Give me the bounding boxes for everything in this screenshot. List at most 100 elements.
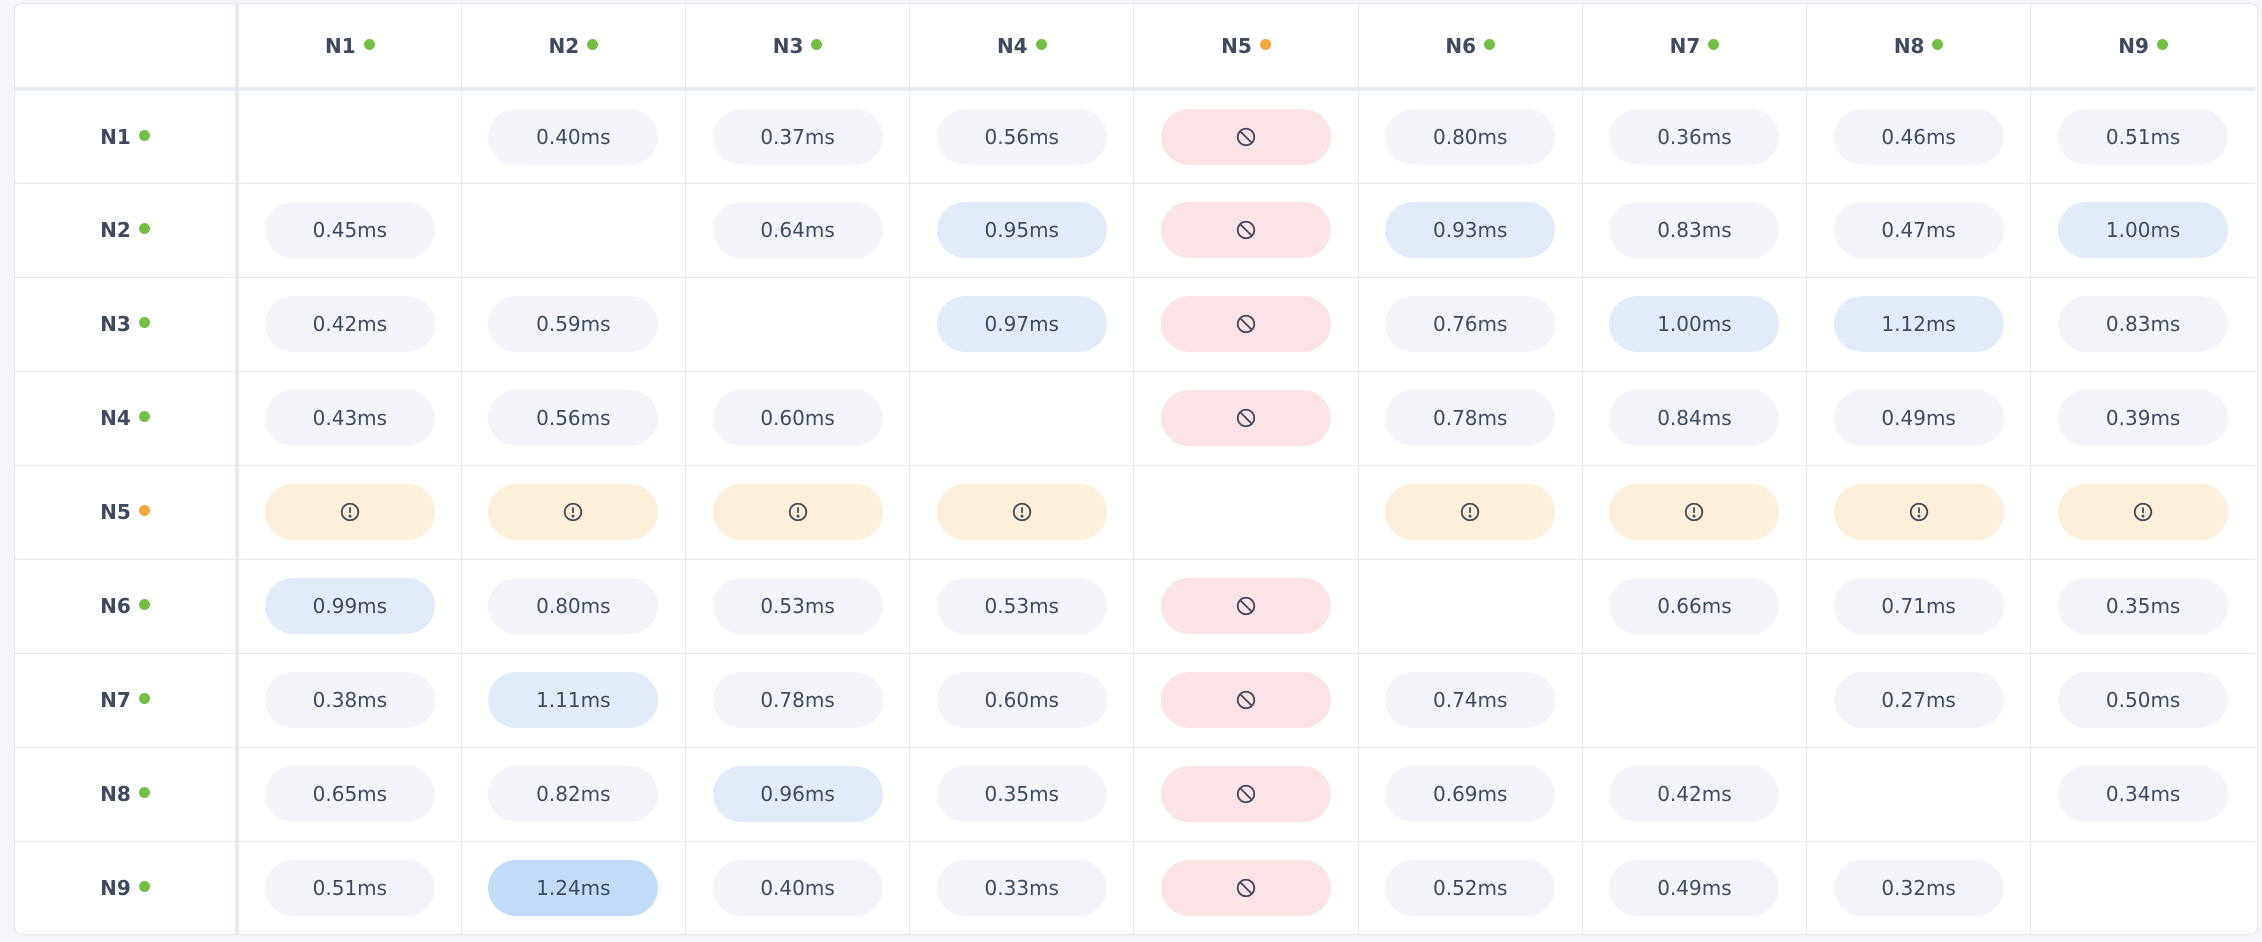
latency-pill[interactable]: 0.78ms [712, 672, 883, 728]
latency-pill[interactable]: 0.33ms [936, 860, 1107, 916]
latency-pill[interactable]: 0.53ms [936, 578, 1107, 634]
latency-pill[interactable]: 0.95ms [936, 202, 1107, 258]
corner-cell [15, 4, 239, 91]
latency-pill[interactable]: 0.53ms [712, 578, 883, 634]
warning-pill[interactable] [264, 484, 435, 540]
row-header-n6: N6 [15, 558, 239, 654]
blocked-pill[interactable] [1160, 766, 1331, 822]
latency-pill[interactable]: 0.43ms [264, 390, 435, 446]
alert-circle-icon [1011, 501, 1033, 523]
row-header-label: N3 [100, 312, 131, 336]
latency-pill[interactable]: 0.45ms [264, 202, 435, 258]
status-dot-icon [1708, 38, 1720, 50]
latency-pill[interactable]: 0.59ms [488, 296, 659, 352]
latency-pill[interactable]: 0.82ms [488, 766, 659, 822]
latency-pill[interactable]: 1.11ms [488, 672, 659, 728]
blocked-pill[interactable] [1160, 578, 1331, 634]
latency-cell: 0.56ms [909, 88, 1135, 184]
blocked-pill[interactable] [1160, 296, 1331, 352]
latency-pill[interactable]: 0.46ms [1833, 108, 2004, 165]
latency-pill[interactable]: 0.49ms [1609, 860, 1780, 916]
latency-cell: 0.84ms [1581, 370, 1808, 466]
latency-pill[interactable]: 0.42ms [264, 296, 435, 352]
latency-pill[interactable]: 0.47ms [1833, 202, 2004, 258]
latency-pill[interactable]: 0.71ms [1833, 578, 2004, 634]
alert-circle-icon [562, 501, 584, 523]
latency-pill[interactable]: 0.64ms [712, 202, 883, 258]
blocked-pill[interactable] [1160, 390, 1331, 446]
latency-pill[interactable]: 0.49ms [1833, 390, 2004, 446]
table-row: N1 0.40ms 0.37ms 0.56ms 0.80ms 0.36ms 0.46ms 0.… [15, 88, 2255, 184]
latency-pill[interactable]: 0.80ms [1385, 108, 1556, 165]
blocked-pill[interactable] [1160, 202, 1331, 258]
latency-pill[interactable]: 0.56ms [488, 390, 659, 446]
latency-pill[interactable]: 0.39ms [2058, 390, 2229, 446]
warning-pill[interactable] [712, 484, 883, 540]
latency-pill[interactable]: 0.56ms [936, 108, 1107, 165]
blocked-pill[interactable] [1160, 108, 1331, 165]
latency-pill[interactable]: 0.32ms [1833, 860, 2004, 916]
latency-pill[interactable]: 0.83ms [2058, 296, 2229, 352]
latency-pill[interactable]: 0.35ms [936, 766, 1107, 822]
latency-pill[interactable]: 0.80ms [488, 578, 659, 634]
latency-pill[interactable]: 0.65ms [264, 766, 435, 822]
latency-pill[interactable]: 0.38ms [264, 672, 435, 728]
blocked-pill[interactable] [1160, 860, 1331, 916]
table-row: N4 0.43ms 0.56ms 0.60ms 0.78ms 0.84ms 0.49ms 0.… [15, 370, 2255, 466]
latency-pill[interactable]: 0.50ms [2058, 672, 2229, 728]
latency-pill[interactable]: 0.93ms [1385, 202, 1556, 258]
latency-pill[interactable]: 0.40ms [712, 860, 883, 916]
row-header-label: N4 [100, 406, 131, 430]
latency-pill[interactable]: 0.76ms [1385, 296, 1556, 352]
column-header-n6: N6 [1357, 4, 1583, 91]
warning-pill[interactable] [2058, 484, 2229, 540]
latency-cell [1133, 276, 1359, 372]
latency-pill[interactable]: 0.66ms [1609, 578, 1780, 634]
latency-pill[interactable]: 0.51ms [2058, 108, 2229, 165]
latency-cell: 0.82ms [460, 746, 686, 842]
latency-cell [1133, 746, 1359, 842]
latency-pill[interactable]: 0.97ms [936, 296, 1107, 352]
latency-cell: 0.32ms [1806, 840, 2032, 934]
table-row: N2 0.45ms 0.64ms 0.95ms 0.93ms 0.83ms 0.47ms 1.… [15, 182, 2255, 278]
latency-pill[interactable]: 0.83ms [1609, 202, 1780, 258]
latency-cell: 0.45ms [236, 182, 462, 278]
latency-pill[interactable]: 0.27ms [1833, 672, 2004, 728]
self-cell [2030, 840, 2255, 934]
latency-cell [909, 464, 1135, 560]
latency-pill[interactable]: 0.40ms [488, 108, 659, 165]
latency-pill[interactable]: 1.12ms [1833, 296, 2004, 352]
warning-pill[interactable] [1609, 484, 1780, 540]
latency-pill[interactable]: 0.69ms [1385, 766, 1556, 822]
latency-pill[interactable]: 0.78ms [1385, 390, 1556, 446]
warning-pill[interactable] [488, 484, 659, 540]
ban-icon [1235, 877, 1257, 899]
latency-pill[interactable]: 0.36ms [1609, 108, 1780, 165]
latency-pill[interactable]: 0.96ms [712, 766, 883, 822]
blocked-pill[interactable] [1160, 672, 1331, 728]
latency-pill[interactable]: 0.99ms [264, 578, 435, 634]
column-header-label: N7 [1669, 33, 1701, 58]
latency-pill[interactable]: 0.74ms [1385, 672, 1556, 728]
latency-pill[interactable]: 0.37ms [712, 108, 883, 165]
latency-pill[interactable]: 1.00ms [2058, 202, 2229, 258]
status-dot-icon [138, 693, 150, 704]
status-dot-icon [2156, 38, 2168, 50]
latency-pill[interactable]: 0.84ms [1609, 390, 1780, 446]
latency-cell: 0.53ms [909, 558, 1135, 654]
latency-pill[interactable]: 0.34ms [2058, 766, 2229, 822]
latency-pill[interactable]: 0.52ms [1385, 860, 1556, 916]
latency-pill[interactable]: 0.35ms [2058, 578, 2229, 634]
latency-pill[interactable]: 0.51ms [264, 860, 435, 916]
latency-pill[interactable]: 0.42ms [1609, 766, 1780, 822]
latency-pill[interactable]: 0.60ms [712, 390, 883, 446]
warning-pill[interactable] [936, 484, 1107, 540]
latency-pill[interactable]: 1.24ms [488, 860, 659, 916]
table-row: N9 0.51ms 1.24ms 0.40ms 0.33ms 0.52ms 0.49ms 0.… [15, 840, 2255, 934]
latency-cell: 0.71ms [1806, 558, 2032, 654]
status-dot-icon [138, 411, 150, 422]
warning-pill[interactable] [1385, 484, 1556, 540]
warning-pill[interactable] [1833, 484, 2004, 540]
latency-pill[interactable]: 1.00ms [1609, 296, 1780, 352]
latency-pill[interactable]: 0.60ms [936, 672, 1107, 728]
